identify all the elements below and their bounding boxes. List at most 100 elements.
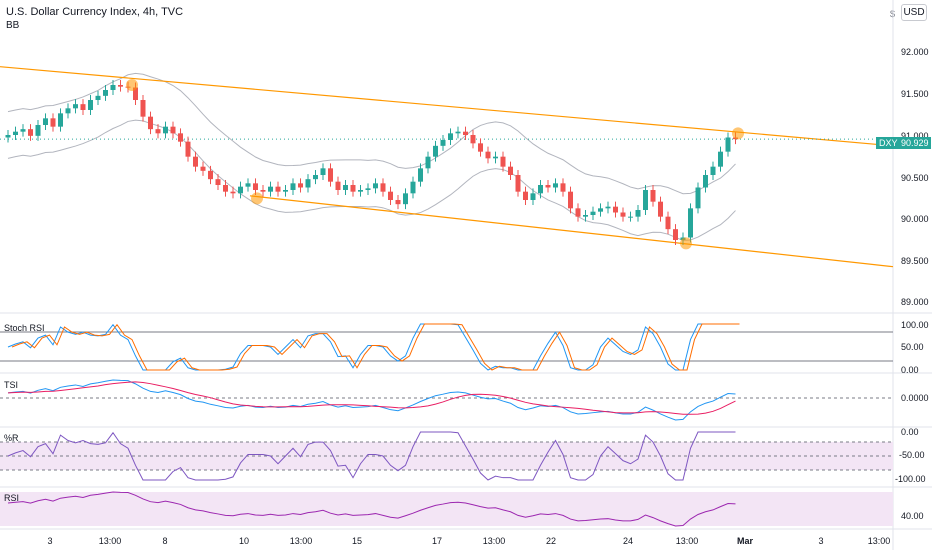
candle-body	[688, 208, 693, 238]
wr-axis-label: -100.00	[895, 474, 926, 484]
candle-body	[230, 191, 236, 194]
candle-body	[73, 104, 78, 109]
candle-body	[470, 135, 476, 144]
candle-body	[290, 183, 296, 190]
candle-body	[440, 140, 446, 146]
wr-axis-label: 0.00	[901, 427, 919, 437]
pane-label-stoch-rsi: Stoch RSI	[4, 323, 45, 333]
candle-body	[463, 131, 468, 135]
candle-body	[710, 166, 716, 175]
stoch-rsi-d-line	[11, 323, 740, 371]
candle-body	[283, 190, 288, 192]
channel-touch-marker	[251, 192, 263, 205]
time-label: 3	[47, 536, 53, 546]
candle-body	[583, 215, 588, 217]
candle-body	[350, 185, 356, 192]
stoch-axis-label: 100.00	[901, 320, 929, 330]
candle-body	[418, 168, 423, 182]
time-label: 13:00	[289, 536, 313, 546]
price-label: 90.000	[901, 214, 929, 224]
candle-body	[500, 156, 506, 167]
candle-body	[43, 118, 48, 125]
candle-body	[313, 175, 318, 180]
candle-body	[305, 179, 311, 188]
candle-body	[380, 183, 386, 192]
candle-body	[395, 200, 401, 205]
candle-body	[80, 104, 86, 110]
tsi-axis-label: 0.0000	[901, 393, 929, 403]
candle-body	[508, 166, 513, 175]
time-label: 3	[818, 536, 824, 546]
time-label: 13:00	[482, 536, 506, 546]
candle-body	[703, 175, 708, 188]
bollinger-upper-band	[7, 72, 736, 195]
williams-r-line	[7, 431, 736, 481]
candle-body	[725, 137, 731, 152]
indicator-legend-bb[interactable]: BB	[6, 20, 20, 31]
time-label: 15	[351, 536, 363, 546]
price-label: 92.000	[901, 47, 929, 57]
candle-body	[695, 187, 701, 209]
candle-body	[275, 186, 281, 192]
pane-label-tsi: TSI	[4, 380, 19, 390]
candle-body	[155, 129, 161, 134]
rsi-band-fill	[0, 492, 893, 526]
candle-body	[665, 216, 671, 230]
last-price-tag: 90.929	[899, 137, 931, 149]
channel-touch-marker	[126, 79, 138, 91]
time-label: 10	[238, 536, 250, 546]
candle-body	[5, 135, 11, 138]
candle-body	[35, 125, 41, 136]
candle-body	[658, 201, 663, 217]
candle-body	[365, 188, 371, 190]
candle-body	[298, 183, 303, 188]
rsi-axis-label: 40.00	[901, 511, 924, 521]
candle-body	[95, 95, 101, 100]
tsi-signal-line	[7, 381, 736, 415]
candle-body	[515, 175, 521, 192]
candle-body	[530, 193, 536, 200]
candle-body	[133, 87, 138, 100]
candle-body	[403, 193, 408, 205]
time-label: 22	[545, 536, 557, 546]
candle-body	[643, 190, 648, 210]
candle-body	[425, 156, 431, 169]
candle-body	[28, 129, 33, 136]
candle-body	[245, 183, 251, 187]
channel-upper-line	[0, 66, 894, 147]
time-label: Mar	[736, 536, 754, 546]
candle-body	[545, 185, 551, 188]
candle-body	[575, 208, 581, 217]
candle-body	[65, 108, 71, 114]
candle-body	[673, 229, 678, 240]
candle-body	[215, 179, 221, 185]
candle-body	[553, 183, 558, 188]
candle-body	[185, 141, 191, 157]
currency-label: USD	[903, 7, 925, 18]
candle-body	[193, 156, 198, 167]
time-label: 13:00	[675, 536, 699, 546]
candle-body	[628, 216, 633, 218]
channel-touch-marker	[680, 237, 692, 250]
candle-body	[718, 151, 723, 167]
candle-body	[598, 208, 603, 212]
candle-body	[328, 168, 333, 182]
candle-body	[478, 143, 483, 152]
candle-body	[523, 191, 528, 200]
candle-body	[140, 100, 146, 117]
candle-body	[178, 133, 183, 142]
candle-body	[148, 116, 153, 130]
price-label: 90.500	[901, 173, 929, 183]
candle-body	[538, 185, 543, 194]
candle-body	[208, 170, 213, 180]
candle-body	[103, 90, 108, 96]
price-label: 91.000	[901, 131, 929, 141]
candle-body	[253, 183, 258, 190]
time-label: 24	[622, 536, 634, 546]
candle-body	[223, 185, 228, 192]
candle-body	[170, 126, 176, 134]
candle-body	[635, 210, 641, 217]
candle-body	[448, 133, 453, 140]
symbol-tag: DXY	[876, 137, 901, 149]
